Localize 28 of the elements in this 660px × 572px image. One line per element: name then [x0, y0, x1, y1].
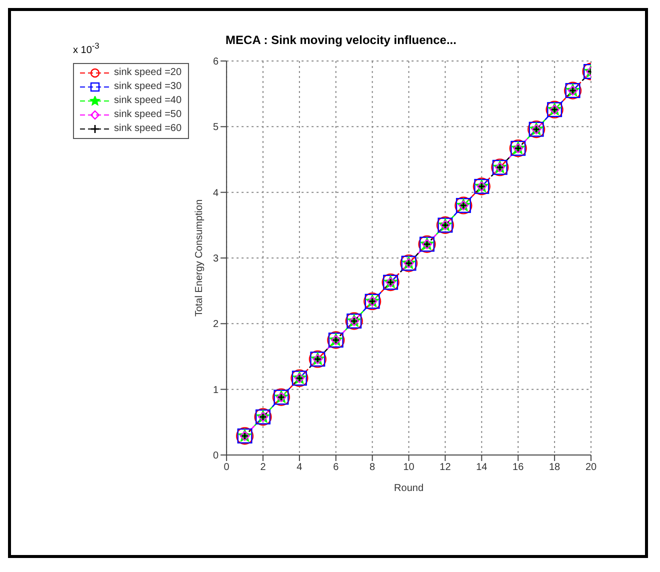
- legend-label: sink speed =60: [114, 122, 182, 136]
- x-tick-label: 8: [370, 462, 376, 474]
- x-axis-title: Round: [394, 483, 424, 494]
- text: x 10$^{-3}$: [73, 41, 100, 56]
- legend-label: sink speed =30: [114, 80, 182, 94]
- y-axis-title: Total Energy Consumption: [194, 199, 206, 317]
- x-tick-label: 0: [224, 462, 230, 474]
- y-tick-label: 1: [213, 384, 219, 396]
- x-tick-label: 10: [403, 462, 415, 474]
- x-tick-label: 20: [585, 462, 597, 474]
- y-tick-label: 2: [213, 319, 219, 330]
- x-tick-label: 6: [333, 462, 340, 474]
- legend-label: sink speed =40: [114, 94, 182, 108]
- x-tick-label: 18: [548, 462, 561, 474]
- y-tick-label: 5: [213, 122, 219, 134]
- chart-title: MECA : Sink moving velocity influence...: [226, 33, 456, 47]
- y-tick-label: 6: [213, 56, 219, 68]
- x-tick-label: 16: [512, 462, 524, 474]
- x-tick-label: 2: [260, 462, 266, 474]
- y-tick-label: 0: [213, 450, 219, 462]
- legend-label: sink speed =50: [114, 108, 182, 122]
- y-tick-label: 3: [213, 254, 219, 265]
- y-tick-label: 4: [213, 188, 219, 199]
- x-tick-label: 4: [296, 462, 303, 474]
- x-tick-label: 12: [440, 462, 452, 474]
- page-frame: MECA : Sink moving velocity influence... x 10$^{-3}$ sink speed =20 sink speed =30 sink speed =40 sink speed =50 sink speed =60 0 2 4 6 8 10 12 14 16 18 20 Round 0 1 2 3 4 5 6 Total Energy Consumption: [8, 8, 648, 558]
- x-tick-label: 14: [476, 462, 488, 474]
- legend-label: sink speed =20: [114, 66, 182, 80]
